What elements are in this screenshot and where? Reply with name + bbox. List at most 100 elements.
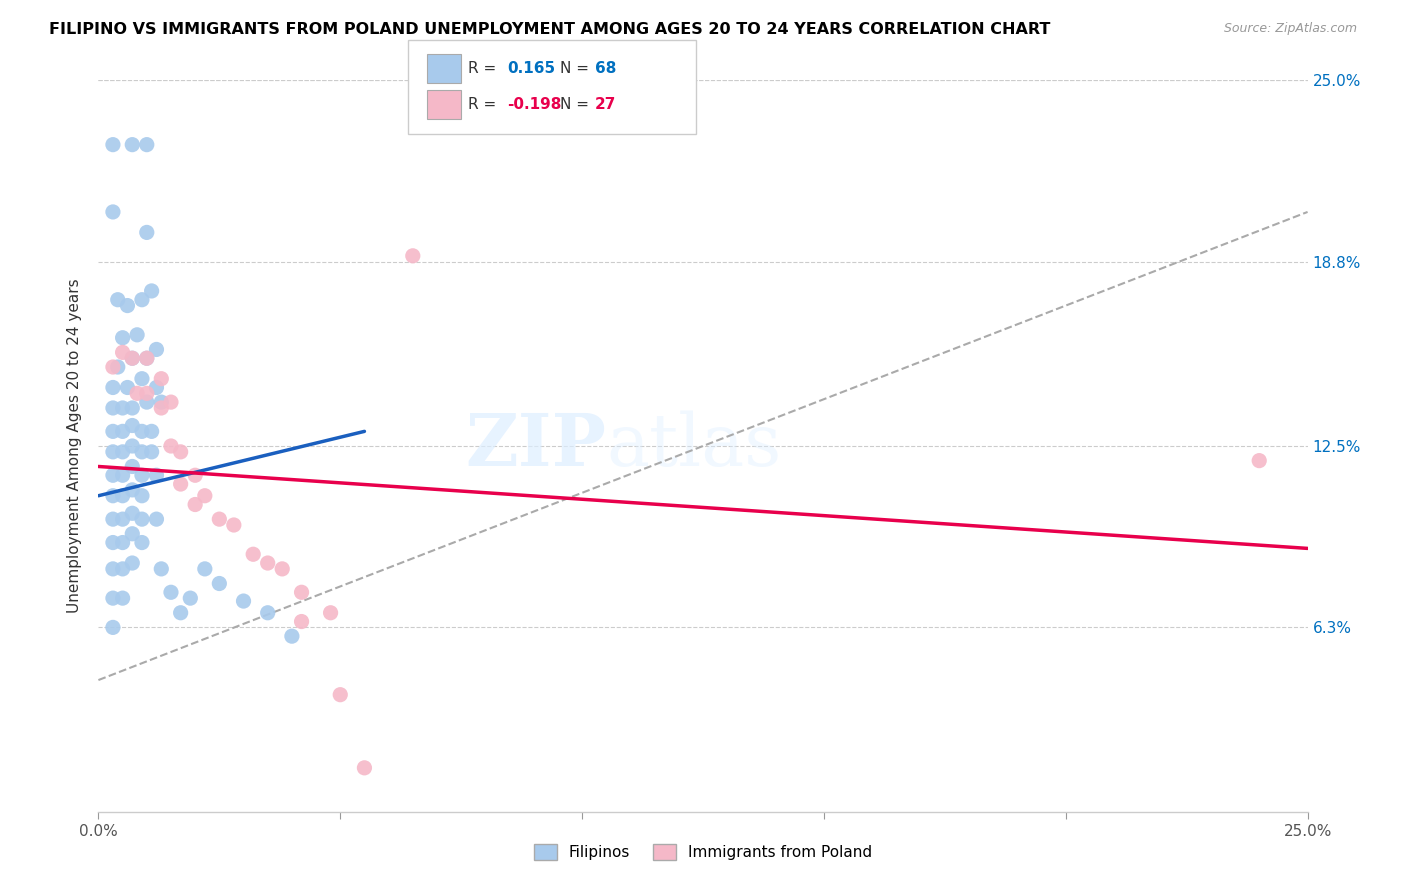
- Point: [135, 386, 157, 401]
- Point: [101, 620, 124, 634]
- Point: [131, 293, 153, 307]
- Point: [121, 556, 143, 570]
- Point: [150, 395, 173, 409]
- Point: [101, 425, 124, 439]
- Point: [141, 425, 163, 439]
- Point: [111, 535, 134, 549]
- Point: [111, 562, 134, 576]
- Point: [101, 535, 124, 549]
- Point: [121, 351, 143, 366]
- Point: [131, 535, 153, 549]
- Point: [145, 512, 167, 526]
- Text: -0.198: -0.198: [508, 97, 562, 112]
- Point: [135, 351, 157, 366]
- Point: [121, 439, 143, 453]
- Point: [121, 401, 143, 415]
- Text: 68: 68: [595, 62, 616, 76]
- Point: [117, 299, 139, 313]
- Point: [319, 606, 342, 620]
- Point: [290, 585, 312, 599]
- Point: [208, 576, 231, 591]
- Point: [353, 761, 375, 775]
- Point: [101, 562, 124, 576]
- Point: [107, 359, 129, 374]
- Point: [101, 401, 124, 415]
- Point: [131, 425, 153, 439]
- Text: R =: R =: [468, 62, 502, 76]
- Point: [121, 459, 143, 474]
- Point: [111, 468, 134, 483]
- Point: [135, 226, 157, 240]
- Point: [141, 284, 163, 298]
- Point: [101, 468, 124, 483]
- Point: [208, 512, 231, 526]
- Point: [131, 468, 153, 483]
- Point: [194, 489, 217, 503]
- Point: [141, 445, 163, 459]
- Point: [150, 372, 173, 386]
- Text: 27: 27: [595, 97, 616, 112]
- Text: N =: N =: [560, 62, 593, 76]
- Point: [107, 293, 129, 307]
- Point: [145, 468, 167, 483]
- Point: [135, 351, 157, 366]
- Point: [184, 468, 207, 483]
- Point: [111, 345, 134, 359]
- Point: [169, 445, 191, 459]
- Point: [256, 556, 278, 570]
- Point: [131, 512, 153, 526]
- Point: [101, 591, 124, 606]
- Point: [127, 327, 149, 342]
- Point: [111, 489, 134, 503]
- Point: [145, 380, 167, 394]
- Point: [111, 331, 134, 345]
- Point: [131, 372, 153, 386]
- Point: [184, 498, 207, 512]
- Text: 0.165: 0.165: [508, 62, 555, 76]
- Point: [160, 585, 183, 599]
- Point: [111, 425, 134, 439]
- Point: [121, 137, 143, 152]
- Text: FILIPINO VS IMMIGRANTS FROM POLAND UNEMPLOYMENT AMONG AGES 20 TO 24 YEARS CORREL: FILIPINO VS IMMIGRANTS FROM POLAND UNEMP…: [49, 22, 1050, 37]
- Text: Source: ZipAtlas.com: Source: ZipAtlas.com: [1223, 22, 1357, 36]
- Point: [194, 562, 217, 576]
- Point: [150, 401, 173, 415]
- Point: [160, 439, 183, 453]
- Point: [256, 606, 278, 620]
- Point: [329, 688, 352, 702]
- Point: [101, 137, 124, 152]
- Point: [121, 483, 143, 497]
- Point: [111, 591, 134, 606]
- Point: [111, 445, 134, 459]
- Point: [242, 547, 264, 561]
- Point: [160, 395, 183, 409]
- Text: N =: N =: [560, 97, 593, 112]
- Point: [101, 512, 124, 526]
- Point: [232, 594, 254, 608]
- Point: [150, 562, 173, 576]
- Text: ZIP: ZIP: [465, 410, 606, 482]
- Point: [101, 445, 124, 459]
- Point: [169, 477, 191, 491]
- Point: [222, 518, 245, 533]
- Point: [271, 562, 294, 576]
- Point: [290, 615, 312, 629]
- Legend: Filipinos, Immigrants from Poland: Filipinos, Immigrants from Poland: [527, 838, 879, 866]
- Point: [121, 418, 143, 433]
- Point: [131, 489, 153, 503]
- Point: [135, 137, 157, 152]
- Point: [111, 401, 134, 415]
- Point: [179, 591, 201, 606]
- Point: [169, 606, 191, 620]
- Text: R =: R =: [468, 97, 502, 112]
- Point: [101, 359, 124, 374]
- Point: [111, 512, 134, 526]
- Point: [135, 395, 157, 409]
- Point: [281, 629, 304, 643]
- Point: [131, 445, 153, 459]
- Point: [101, 380, 124, 394]
- Y-axis label: Unemployment Among Ages 20 to 24 years: Unemployment Among Ages 20 to 24 years: [67, 278, 83, 614]
- Point: [121, 506, 143, 520]
- Point: [121, 351, 143, 366]
- Point: [101, 205, 124, 219]
